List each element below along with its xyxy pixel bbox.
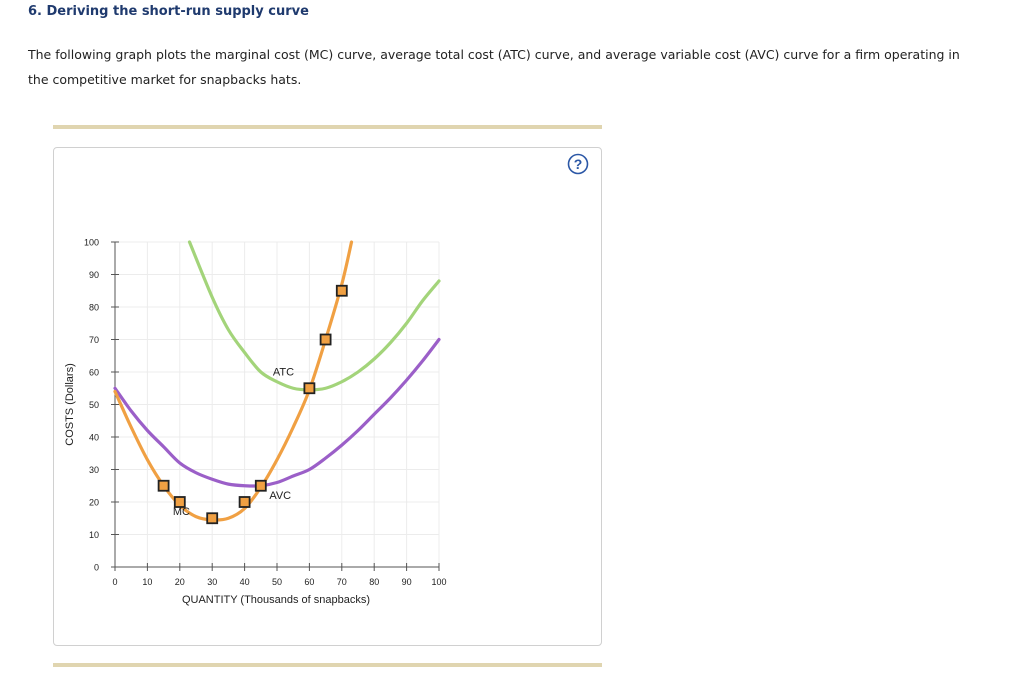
chart-panel	[53, 147, 602, 646]
help-glyph: ?	[574, 156, 583, 172]
question-text-line-1: The following graph plots the marginal c…	[28, 47, 960, 62]
help-circle	[567, 153, 589, 175]
question-title: 6. Deriving the short-run supply curve	[28, 4, 309, 19]
question-text: The following graph plots the marginal c…	[28, 42, 988, 92]
top-divider	[53, 125, 602, 129]
question-mark-icon[interactable]: ?	[567, 153, 589, 175]
question-text-line-2: the competitive market for snapbacks hat…	[28, 72, 302, 87]
bottom-divider	[53, 663, 602, 667]
